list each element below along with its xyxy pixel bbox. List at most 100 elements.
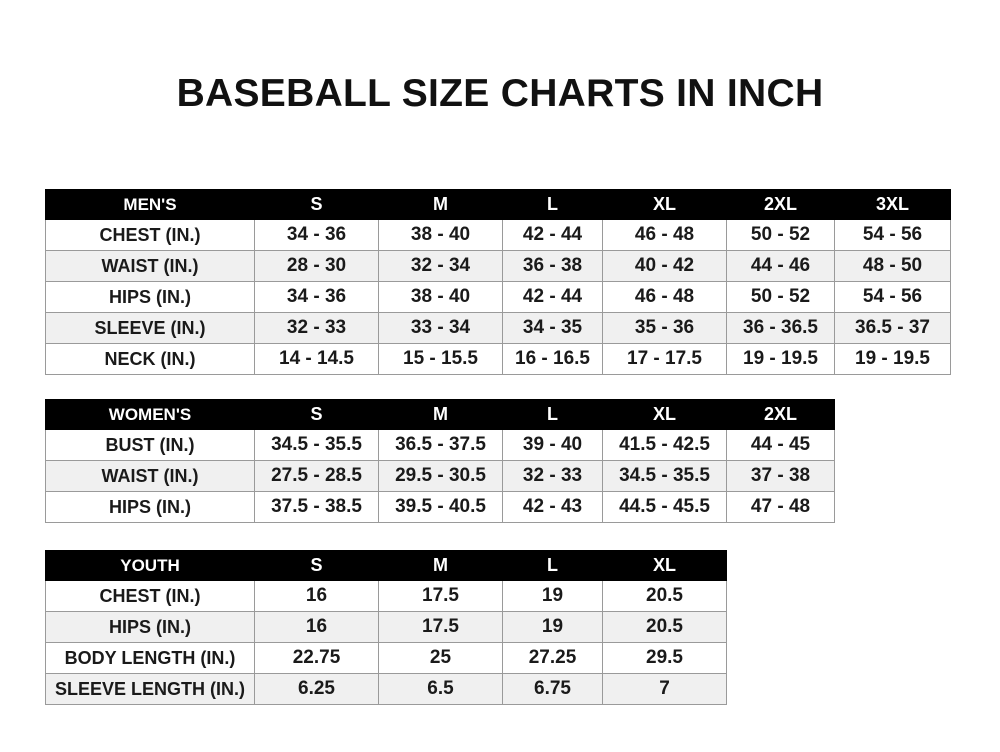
measurement-label: WAIST (IN.)	[45, 250, 255, 282]
table-row: BODY LENGTH (IN.) 22.75 25 27.25 29.5	[45, 642, 727, 674]
size-value-cell: 19 - 19.5	[726, 343, 835, 375]
measurement-label: BUST (IN.)	[45, 429, 255, 461]
size-value-cell: 25	[378, 642, 503, 674]
size-value-cell: 14 - 14.5	[254, 343, 379, 375]
size-value-cell: 32 - 34	[378, 250, 503, 282]
table-category-header: WOMEN'S	[45, 399, 255, 430]
size-column-header: XL	[602, 550, 727, 581]
size-value-cell: 39.5 - 40.5	[378, 491, 503, 523]
measurement-label: CHEST (IN.)	[45, 219, 255, 251]
size-value-cell: 29.5 - 30.5	[378, 460, 503, 492]
measurement-label: HIPS (IN.)	[45, 281, 255, 313]
youth-size-table: YOUTH S M L XL CHEST (IN.) 16 17.5 19 20.5 HIPS (I…	[45, 550, 727, 705]
size-value-cell: 38 - 40	[378, 281, 503, 313]
table-header-row: YOUTH S M L XL	[45, 550, 727, 581]
size-column-header: S	[254, 399, 379, 430]
size-value-cell: 34.5 - 35.5	[602, 460, 727, 492]
size-value-cell: 41.5 - 42.5	[602, 429, 727, 461]
size-value-cell: 17.5	[378, 611, 503, 643]
size-value-cell: 28 - 30	[254, 250, 379, 282]
size-value-cell: 34 - 36	[254, 219, 379, 251]
size-value-cell: 32 - 33	[254, 312, 379, 344]
table-category-header: YOUTH	[45, 550, 255, 581]
size-column-header: L	[502, 399, 603, 430]
size-value-cell: 16 - 16.5	[502, 343, 603, 375]
womens-size-table: WOMEN'S S M L XL 2XL BUST (IN.) 34.5 - 35.5 36.5…	[45, 399, 835, 523]
size-column-header: XL	[602, 189, 727, 220]
size-value-cell: 42 - 44	[502, 219, 603, 251]
size-value-cell: 47 - 48	[726, 491, 835, 523]
size-column-header: M	[378, 399, 503, 430]
size-value-cell: 36 - 36.5	[726, 312, 835, 344]
table-category-header: MEN'S	[45, 189, 255, 220]
size-column-header: L	[502, 189, 603, 220]
size-value-cell: 38 - 40	[378, 219, 503, 251]
size-value-cell: 17 - 17.5	[602, 343, 727, 375]
size-value-cell: 44.5 - 45.5	[602, 491, 727, 523]
size-value-cell: 42 - 44	[502, 281, 603, 313]
page-title: BASEBALL SIZE CHARTS IN INCH	[176, 72, 824, 115]
size-value-cell: 34.5 - 35.5	[254, 429, 379, 461]
size-value-cell: 27.25	[502, 642, 603, 674]
size-column-header: L	[502, 550, 603, 581]
size-value-cell: 36 - 38	[502, 250, 603, 282]
measurement-label: BODY LENGTH (IN.)	[45, 642, 255, 674]
table-row: HIPS (IN.) 37.5 - 38.5 39.5 - 40.5 42 - 43 4…	[45, 491, 835, 523]
size-value-cell: 7	[602, 673, 727, 705]
measurement-label: WAIST (IN.)	[45, 460, 255, 492]
size-value-cell: 54 - 56	[834, 281, 951, 313]
table-row: NECK (IN.) 14 - 14.5 15 - 15.5 16 - 16.5 17 …	[45, 343, 951, 375]
table-row: WAIST (IN.) 27.5 - 28.5 29.5 - 30.5 32 - 33…	[45, 460, 835, 492]
size-value-cell: 36.5 - 37	[834, 312, 951, 344]
mens-size-table: MEN'S S M L XL 2XL 3XL CHEST (IN.) 34 - 36 38 - 4…	[45, 189, 951, 375]
table-row: HIPS (IN.) 34 - 36 38 - 40 42 - 44 46 - 48 50…	[45, 281, 951, 313]
size-value-cell: 6.5	[378, 673, 503, 705]
size-value-cell: 19	[502, 611, 603, 643]
size-value-cell: 46 - 48	[602, 219, 727, 251]
measurement-label: NECK (IN.)	[45, 343, 255, 375]
size-column-header: XL	[602, 399, 727, 430]
size-value-cell: 19	[502, 580, 603, 612]
size-value-cell: 17.5	[378, 580, 503, 612]
size-value-cell: 35 - 36	[602, 312, 727, 344]
size-value-cell: 6.75	[502, 673, 603, 705]
measurement-label: CHEST (IN.)	[45, 580, 255, 612]
size-value-cell: 33 - 34	[378, 312, 503, 344]
table-header-row: WOMEN'S S M L XL 2XL	[45, 399, 835, 430]
table-row: WAIST (IN.) 28 - 30 32 - 34 36 - 38 40 - 42 4…	[45, 250, 951, 282]
size-value-cell: 16	[254, 580, 379, 612]
size-value-cell: 44 - 45	[726, 429, 835, 461]
measurement-label: HIPS (IN.)	[45, 611, 255, 643]
size-value-cell: 39 - 40	[502, 429, 603, 461]
table-row: SLEEVE LENGTH (IN.) 6.25 6.5 6.75 7	[45, 673, 727, 705]
size-column-header: 2XL	[726, 399, 835, 430]
size-value-cell: 46 - 48	[602, 281, 727, 313]
table-header-row: MEN'S S M L XL 2XL 3XL	[45, 189, 951, 220]
size-value-cell: 50 - 52	[726, 219, 835, 251]
size-value-cell: 20.5	[602, 611, 727, 643]
measurement-label: SLEEVE LENGTH (IN.)	[45, 673, 255, 705]
size-value-cell: 50 - 52	[726, 281, 835, 313]
size-value-cell: 37 - 38	[726, 460, 835, 492]
size-value-cell: 37.5 - 38.5	[254, 491, 379, 523]
size-column-header: M	[378, 550, 503, 581]
size-value-cell: 15 - 15.5	[378, 343, 503, 375]
measurement-label: HIPS (IN.)	[45, 491, 255, 523]
measurement-label: SLEEVE (IN.)	[45, 312, 255, 344]
size-value-cell: 42 - 43	[502, 491, 603, 523]
table-row: CHEST (IN.) 16 17.5 19 20.5	[45, 580, 727, 612]
size-value-cell: 20.5	[602, 580, 727, 612]
size-value-cell: 22.75	[254, 642, 379, 674]
size-value-cell: 16	[254, 611, 379, 643]
table-row: BUST (IN.) 34.5 - 35.5 36.5 - 37.5 39 - 40 4…	[45, 429, 835, 461]
size-column-header: S	[254, 550, 379, 581]
table-row: SLEEVE (IN.) 32 - 33 33 - 34 34 - 35 35 - 36…	[45, 312, 951, 344]
size-value-cell: 19 - 19.5	[834, 343, 951, 375]
size-value-cell: 6.25	[254, 673, 379, 705]
table-row: CHEST (IN.) 34 - 36 38 - 40 42 - 44 46 - 48 5…	[45, 219, 951, 251]
table-row: HIPS (IN.) 16 17.5 19 20.5	[45, 611, 727, 643]
size-column-header: S	[254, 189, 379, 220]
size-value-cell: 54 - 56	[834, 219, 951, 251]
size-value-cell: 40 - 42	[602, 250, 727, 282]
size-value-cell: 34 - 35	[502, 312, 603, 344]
